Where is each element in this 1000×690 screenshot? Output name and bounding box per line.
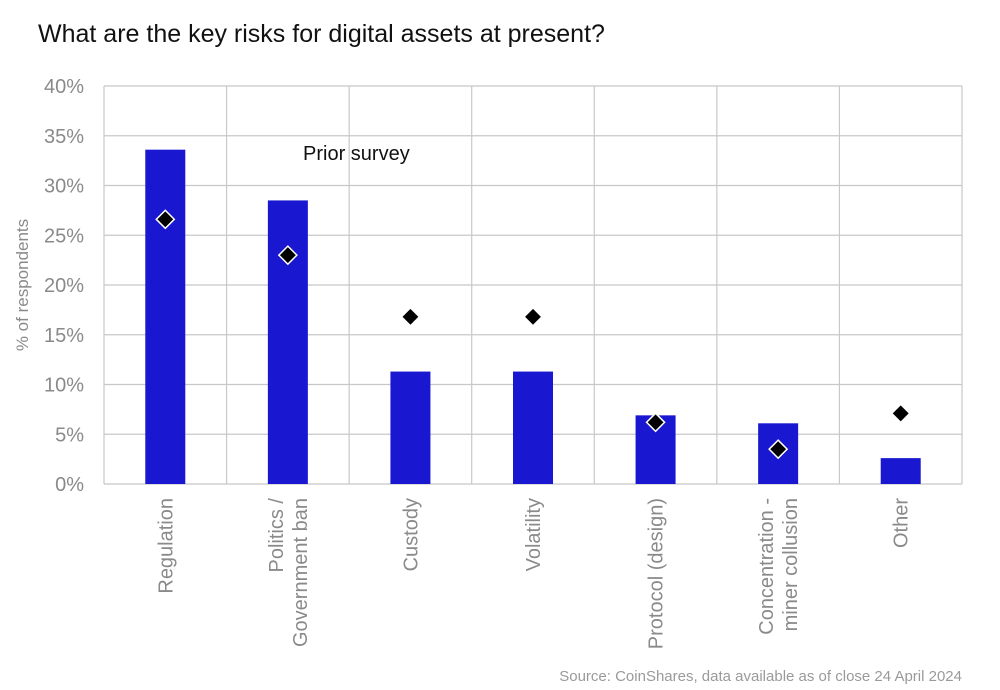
prior-survey-annotation: Prior survey bbox=[303, 143, 410, 165]
x-category-label: Protocol (design) bbox=[646, 498, 668, 649]
x-category-label: Regulation bbox=[155, 498, 177, 594]
y-tick-label: 10% bbox=[44, 375, 84, 397]
y-tick-label: 25% bbox=[44, 225, 84, 247]
x-category-label: Politics / bbox=[266, 498, 288, 573]
prior-survey-marker bbox=[400, 306, 421, 327]
prior-survey-marker bbox=[890, 403, 911, 424]
chart-title: What are the key risks for digital asset… bbox=[38, 20, 605, 48]
y-tick-label: 30% bbox=[44, 176, 84, 198]
bar bbox=[145, 149, 186, 484]
category-labels: Regulation Politics / Government ban Custod… bbox=[155, 498, 912, 650]
y-tick-label: 5% bbox=[55, 424, 84, 446]
x-category-label: miner collusion bbox=[780, 498, 802, 631]
prior-survey-markers bbox=[155, 209, 911, 460]
x-category-label: Government ban bbox=[290, 498, 312, 647]
y-tick-label: 15% bbox=[44, 325, 84, 347]
bar bbox=[267, 200, 308, 485]
bar bbox=[513, 371, 553, 484]
prior-survey-marker bbox=[522, 306, 544, 327]
x-category-label: Custody bbox=[400, 498, 422, 571]
y-tick-label: 20% bbox=[44, 275, 84, 297]
prior-survey-marker bbox=[645, 412, 666, 433]
source-note: Source: CoinShares, data available as of… bbox=[559, 668, 962, 685]
y-tick-label: 0% bbox=[55, 474, 84, 496]
y-tick-label: 40% bbox=[44, 76, 84, 98]
prior-survey-marker bbox=[277, 245, 298, 266]
y-tick-label: 35% bbox=[44, 126, 84, 148]
x-category-label: Concentration - bbox=[756, 498, 778, 635]
prior-survey-marker bbox=[768, 439, 789, 460]
bar bbox=[390, 371, 431, 484]
bars bbox=[145, 149, 921, 485]
prior-survey-marker bbox=[155, 209, 176, 230]
x-category-label: Volatility bbox=[523, 498, 545, 571]
x-category-label: Other bbox=[891, 498, 913, 548]
bar bbox=[880, 458, 921, 484]
y-axis-label: % of respondents bbox=[13, 219, 32, 351]
y-axis-ticks: 0% 5% 10% 15% 20% 25% 30% 35% 40% bbox=[44, 76, 84, 496]
